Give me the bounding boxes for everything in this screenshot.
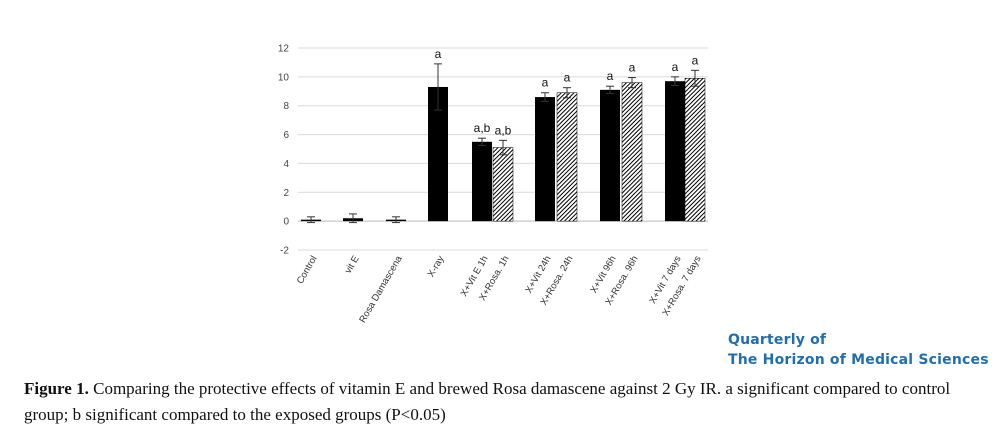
y-tick-label: 2 (283, 188, 289, 199)
y-tick-label: -2 (280, 246, 289, 257)
significance-label: a,b (474, 121, 491, 135)
logo-line-2: The Horizon of Medical Sciences (728, 352, 989, 368)
bar (621, 82, 643, 222)
bar (492, 147, 514, 222)
bars (301, 78, 706, 222)
error-bars (307, 63, 699, 224)
significance-label: a (542, 76, 549, 90)
category-label: X-ray (426, 254, 447, 279)
bar (684, 78, 706, 222)
significance-label: a (672, 60, 679, 74)
y-tick-label: 8 (283, 101, 289, 112)
significance-label: a (435, 47, 442, 61)
significance-labels: aa,b a,ba a aa a a (435, 47, 699, 137)
y-tick-label: 4 (283, 159, 289, 170)
category-label: vit E (343, 254, 362, 276)
figure-caption: Figure 1. Comparing the protective effec… (24, 376, 984, 428)
significance-label: a (607, 69, 614, 83)
bar (665, 81, 685, 222)
significance-label: a (564, 71, 571, 85)
y-axis-ticks: -2 0 2 4 6 8 10 12 (278, 44, 290, 257)
significance-label: a (629, 61, 636, 75)
category-label: Control (295, 254, 320, 286)
y-tick-label: 10 (278, 72, 290, 83)
bar (472, 141, 492, 222)
logo-line-1: Quarterly of (728, 332, 827, 348)
significance-label: a,b (495, 123, 512, 137)
y-tick-label: 0 (283, 217, 289, 228)
journal-logo: Quarterly of The Horizon of Medical Scie… (728, 330, 989, 370)
caption-label: Figure 1. (24, 379, 89, 398)
caption-text: Comparing the protective effects of vita… (24, 379, 951, 424)
y-tick-label: 6 (283, 130, 289, 141)
bar (428, 86, 448, 222)
bar (600, 89, 620, 222)
significance-label: a (692, 53, 699, 67)
bar (556, 92, 578, 222)
category-label: Rosa Damascena (357, 253, 405, 325)
y-tick-label: 12 (278, 44, 290, 55)
bar (535, 97, 555, 222)
